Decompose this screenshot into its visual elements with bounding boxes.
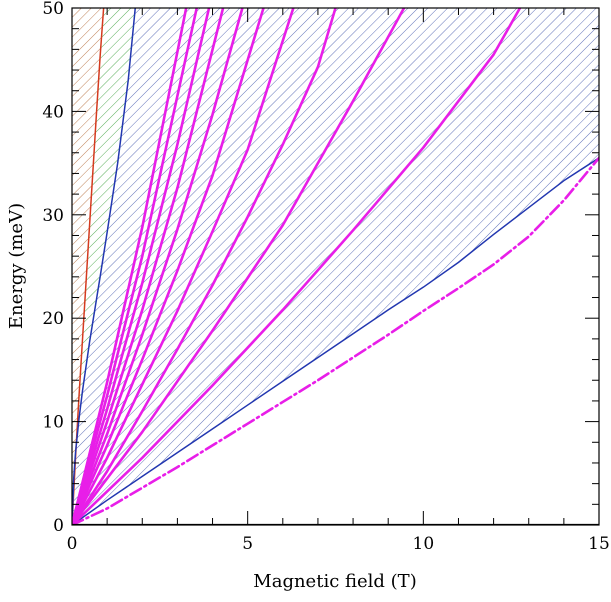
plot-frame: [71, 7, 600, 526]
series-line-8: [72, 8, 295, 525]
series-line-2: [72, 8, 136, 525]
y-tick-label: 30: [42, 206, 64, 226]
series-line-3: [72, 157, 599, 525]
x-tick-label: 0: [67, 534, 78, 554]
series-line-4: [72, 156, 599, 525]
series-line-12: [72, 8, 211, 525]
series-line-6: [72, 8, 406, 525]
series-layer: [72, 8, 599, 525]
series-line-13: [72, 8, 199, 525]
hatched-region-2: [72, 8, 136, 525]
series-line-10: [72, 8, 244, 525]
series-line-9: [72, 8, 265, 525]
series-line-7: [72, 8, 337, 525]
x-axis-label: Magnetic field (T): [253, 571, 416, 592]
y-tick-label: 10: [42, 413, 64, 433]
hatched-region-1: [72, 8, 104, 525]
tick-labels: 0 5 10 15 0 10 20 30 40 50: [42, 0, 609, 554]
series-line-11: [72, 8, 225, 525]
x-tick-label: 5: [242, 534, 253, 554]
x-tick-label: 10: [413, 534, 435, 554]
y-tick-label: 20: [42, 309, 64, 329]
series-line-5: [72, 8, 522, 525]
y-tick-label: 40: [42, 102, 64, 122]
series-line-1: [72, 8, 105, 525]
y-axis-label: Energy (meV): [6, 203, 27, 329]
y-tick-label: 50: [42, 0, 64, 19]
series-line-14: [72, 8, 188, 525]
y-tick-label: 0: [53, 516, 64, 536]
x-tick-label: 15: [588, 534, 610, 554]
